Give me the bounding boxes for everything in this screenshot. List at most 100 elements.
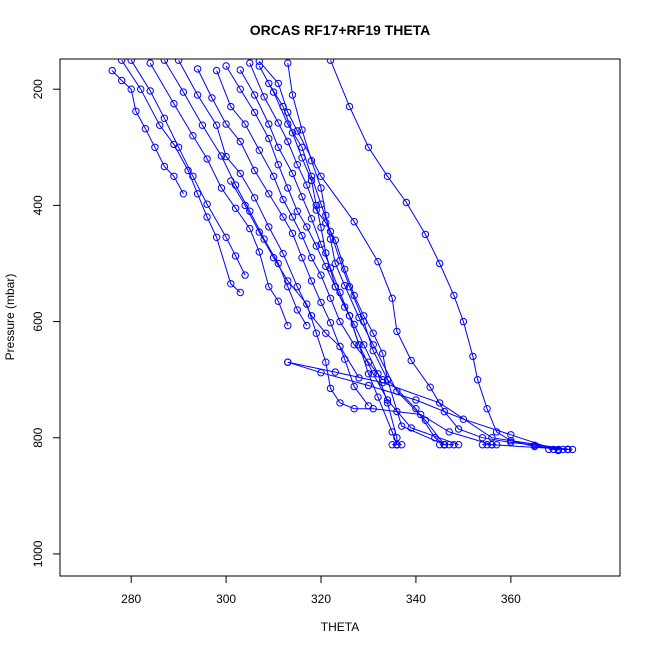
data-point	[160, 59, 169, 64]
data-point	[227, 177, 235, 185]
data-point	[322, 358, 330, 366]
data-point	[383, 172, 392, 181]
data-point	[288, 91, 297, 99]
data-point	[179, 88, 188, 96]
data-point	[355, 341, 363, 349]
data-point	[388, 294, 396, 302]
data-point	[459, 317, 468, 326]
data-point	[198, 121, 207, 129]
data-point	[364, 358, 373, 366]
data-point	[568, 445, 577, 454]
data-point	[274, 297, 282, 305]
data-point	[298, 254, 306, 262]
data-point	[312, 242, 320, 250]
series-line	[149, 62, 289, 326]
data-point	[426, 383, 434, 391]
profile-series-6	[193, 65, 373, 410]
data-point	[265, 120, 273, 128]
data-point	[227, 280, 235, 288]
data-point	[298, 231, 306, 240]
data-point	[174, 59, 183, 64]
data-point	[369, 341, 377, 349]
profile-series-1	[118, 59, 245, 297]
data-point	[141, 125, 150, 133]
data-point	[549, 445, 558, 454]
profile-series-12	[284, 59, 449, 449]
data-point	[459, 415, 468, 423]
series-line	[197, 68, 369, 407]
data-point	[488, 434, 496, 442]
data-point	[241, 201, 249, 210]
series-line	[111, 70, 184, 195]
data-point	[222, 120, 230, 128]
x-tick-label: 300	[216, 592, 236, 606]
data-point	[279, 213, 287, 221]
data-point	[170, 172, 178, 181]
data-point	[317, 184, 325, 192]
data-point	[293, 306, 301, 314]
data-point	[369, 329, 377, 337]
profile-series-4	[160, 59, 311, 330]
data-point	[393, 441, 401, 449]
data-point	[274, 79, 282, 88]
data-point	[402, 198, 411, 207]
data-point	[132, 107, 140, 116]
data-point	[212, 121, 221, 129]
data-point	[483, 405, 491, 413]
data-point	[203, 213, 211, 221]
data-point	[222, 62, 230, 70]
data-point	[203, 200, 211, 208]
data-point	[274, 143, 282, 152]
series-line	[178, 59, 360, 379]
data-point	[231, 204, 240, 213]
data-point	[331, 236, 339, 244]
data-point	[322, 329, 330, 337]
data-point	[364, 370, 373, 378]
data-point	[350, 218, 358, 226]
data-point	[236, 288, 245, 297]
data-point	[265, 134, 273, 143]
data-point	[450, 441, 458, 449]
data-point	[288, 213, 297, 221]
y-tick-label: 800	[31, 427, 45, 447]
series-line	[287, 63, 445, 446]
data-point	[284, 184, 292, 192]
data-point	[212, 66, 221, 75]
data-point	[108, 66, 116, 75]
data-point	[118, 59, 126, 64]
data-point	[454, 441, 463, 449]
x-axis-label: THETA	[321, 620, 359, 634]
data-point	[360, 317, 368, 326]
data-point	[564, 445, 572, 454]
data-point	[118, 76, 126, 85]
data-point	[265, 223, 273, 231]
data-point	[160, 162, 169, 171]
data-point	[374, 258, 382, 266]
data-point	[530, 441, 539, 449]
data-point	[445, 441, 453, 449]
data-point	[217, 152, 226, 160]
data-point	[255, 228, 263, 236]
data-point	[492, 428, 501, 436]
data-point	[127, 85, 135, 93]
data-point	[326, 294, 335, 302]
data-point	[421, 230, 430, 239]
y-tick-label: 1000	[31, 540, 45, 567]
data-point	[250, 166, 259, 175]
y-tick-label: 200	[31, 79, 45, 99]
data-point	[236, 137, 245, 146]
series-line	[239, 69, 398, 445]
series-line	[258, 60, 568, 450]
series-line	[230, 180, 568, 450]
y-axis-label: Pressure (mbar)	[3, 274, 17, 361]
data-point	[284, 321, 292, 330]
data-point	[160, 114, 169, 123]
data-point	[284, 59, 292, 67]
data-point	[269, 254, 278, 262]
profile-series-2	[127, 59, 249, 279]
data-point	[350, 320, 358, 329]
profile-series-8	[222, 62, 401, 449]
data-point	[317, 223, 325, 232]
plot-frame	[59, 58, 621, 577]
data-point	[407, 424, 415, 432]
